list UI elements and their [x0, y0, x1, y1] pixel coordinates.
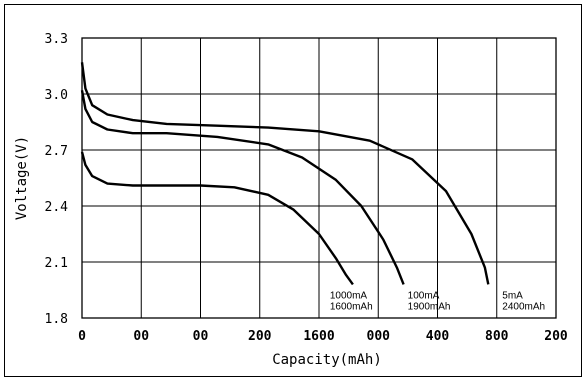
- y-tick-label: 2.1: [45, 256, 68, 271]
- curve-label-line: 1600mAh: [330, 301, 373, 312]
- y-tick-label: 1.8: [45, 312, 68, 327]
- x-tick-label: 1600: [303, 329, 334, 344]
- y-tick-label: 3.0: [45, 88, 68, 103]
- x-tick-label: 00: [193, 329, 209, 344]
- y-tick-label: 2.4: [45, 200, 69, 215]
- series-line-0: [80, 151, 354, 286]
- curve-label-line: 2400mAh: [502, 301, 545, 312]
- x-tick-labels: 0 00 00 200 1600 000 400 800 200: [78, 329, 568, 344]
- curve-label-line: 100mA: [408, 290, 440, 301]
- y-axis-label: Voltage(V): [14, 136, 30, 220]
- x-tick-label: 000: [367, 329, 391, 344]
- x-tick-label: 400: [426, 329, 450, 344]
- curve-label-line: 5mA: [502, 290, 523, 301]
- x-axis-label: Capacity(mAh): [272, 352, 382, 368]
- curve-label-line: 1900mAh: [408, 301, 451, 312]
- x-tick-label: 800: [485, 329, 509, 344]
- y-tick-label: 3.3: [45, 32, 68, 47]
- curve-label-line: 1000mA: [330, 290, 368, 301]
- x-tick-label: 200: [544, 329, 568, 344]
- y-tick-labels: 3.3 3.0 2.7 2.4 2.1 1.8: [45, 32, 69, 327]
- y-tick-label: 2.7: [45, 144, 68, 159]
- x-tick-label: 200: [248, 329, 272, 344]
- x-tick-label: 00: [133, 329, 149, 344]
- series-line-2: [80, 62, 490, 285]
- series-line-1: [80, 90, 405, 285]
- x-tick-label: 0: [78, 329, 86, 344]
- curves: [80, 62, 490, 286]
- grid: [82, 38, 556, 318]
